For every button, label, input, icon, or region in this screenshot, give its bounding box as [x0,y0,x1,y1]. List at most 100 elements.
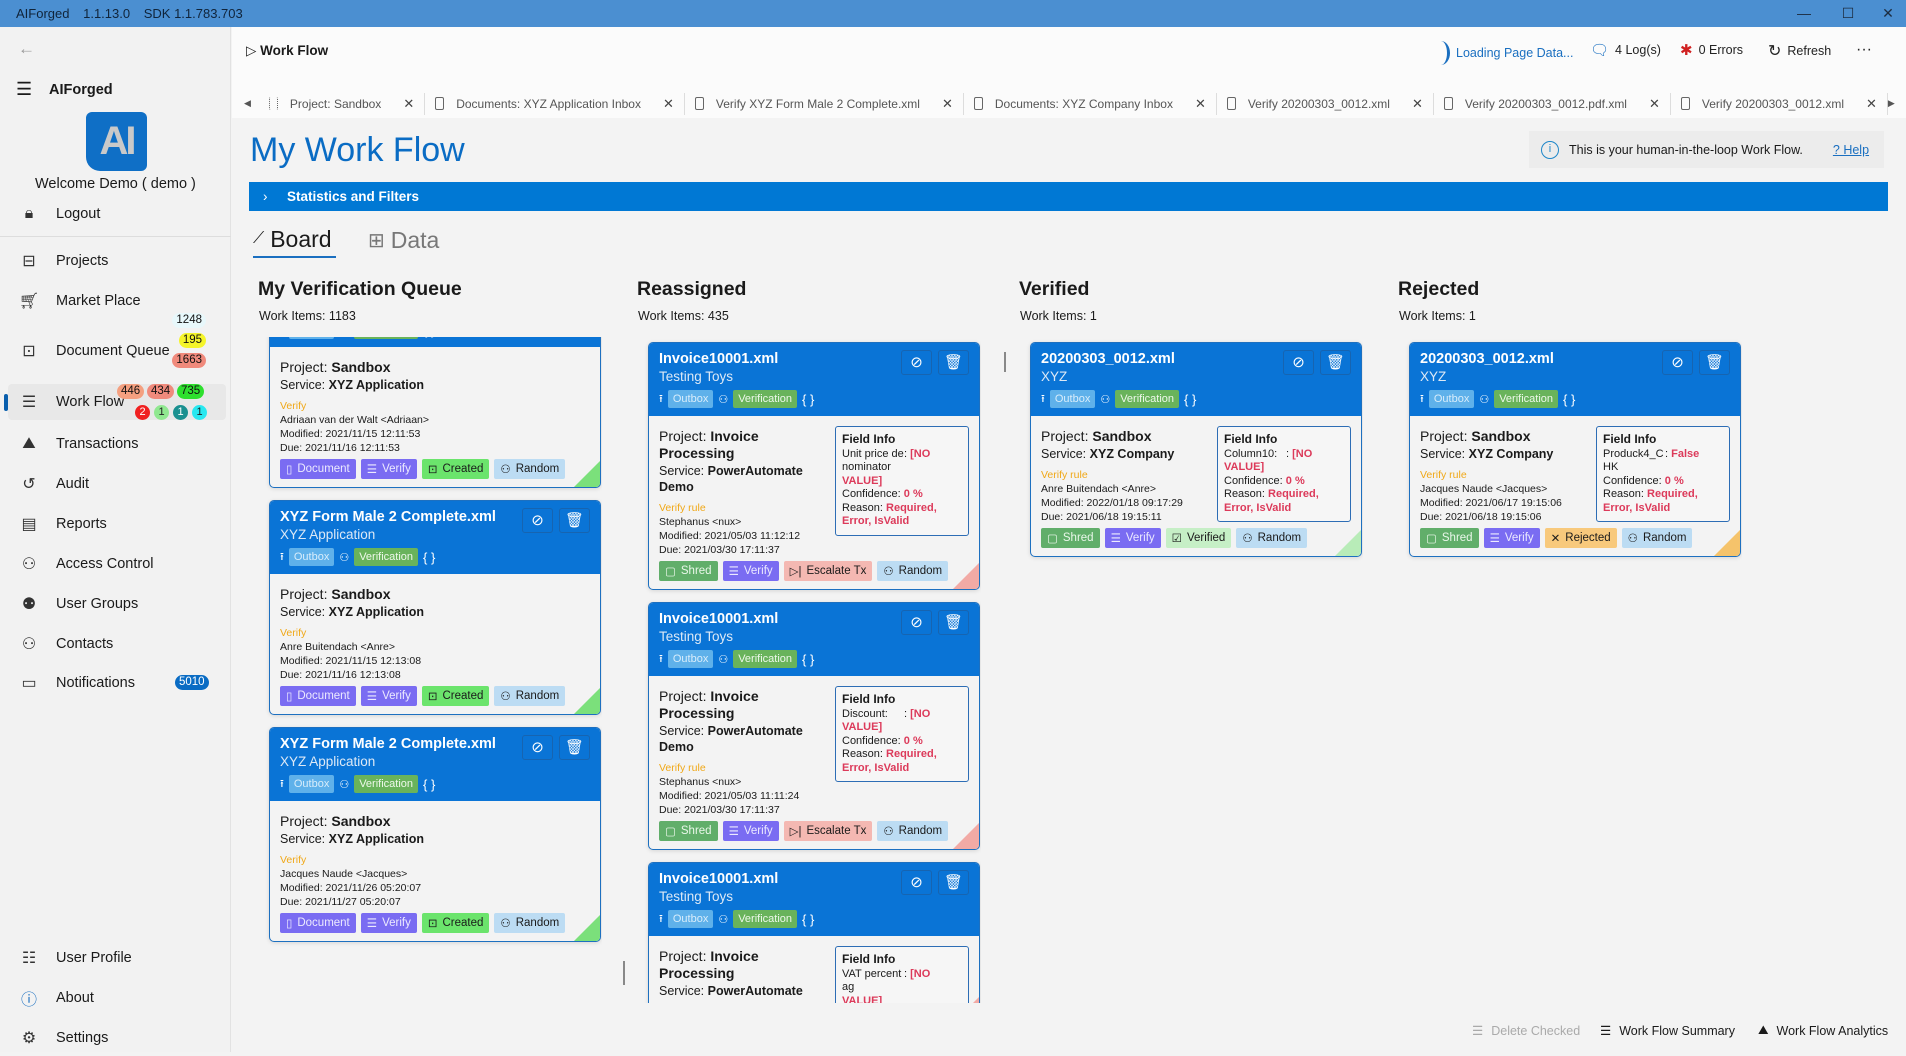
sidebar-item-user-groups[interactable]: ⚉ User Groups [8,586,226,622]
more-button[interactable]: ··· [1856,41,1872,58]
json-button[interactable]: { } [423,549,436,565]
upload-icon[interactable]: ⭱ [1420,392,1424,405]
delete-button[interactable]: 🗑︎ [938,870,969,895]
sidebar-item-user-profile[interactable]: ☷ User Profile [8,940,226,976]
close-icon[interactable]: ✕ [1882,5,1894,21]
errors-button[interactable]: ✱ 0 Errors [1680,42,1744,59]
outbox-chip[interactable]: Outbox [1428,390,1475,408]
stage-chip[interactable]: Verification [354,337,419,339]
shred-button[interactable]: ▢ Shred [659,561,718,581]
verify-button[interactable]: ☰ Verify [1483,528,1540,548]
delete-button[interactable]: 🗑︎ [938,610,969,635]
random-button[interactable]: ⚇ Random [877,561,949,581]
delete-button[interactable]: 🗑︎ [559,508,590,533]
maximize-icon[interactable]: ☐ [1841,5,1855,21]
hamburger-icon[interactable]: ☰ [16,79,33,99]
delete-checked-button[interactable]: ☰ Delete Checked [1472,1023,1581,1039]
tab-document[interactable]: Verify XYZ Form Male 2 Complete.xml ✕ [685,92,964,115]
tab-document[interactable]: Verify 20200303_0012.xml ✕ [1671,92,1888,115]
sidebar-item-market-place[interactable]: 🛒︎ Market Place [8,283,226,319]
random-button[interactable]: ⚇ Random [877,821,949,841]
outbox-chip[interactable]: Outbox [1049,390,1096,408]
outbox-chip[interactable]: Outbox [667,650,714,668]
json-button[interactable]: { } [802,651,815,667]
link-button[interactable]: ⊘ [522,735,553,760]
upload-icon[interactable]: ⭱ [280,337,284,340]
reassign-user-icon[interactable]: ⚇ [339,551,350,564]
reassign-user-icon[interactable]: ⚇ [339,778,350,791]
reassign-user-icon[interactable]: ⚇ [718,393,729,406]
close-tab-icon[interactable]: ✕ [1866,95,1877,111]
work-item-card[interactable]: 20200303_0012.xml XYZ ⭱ Outbox ⚇ Verification… [1409,342,1741,557]
tab-document[interactable]: Verify 20200303_0012.pdf.xml ✕ [1434,92,1671,115]
work-flow-analytics-button[interactable]: ⛰︎ Work Flow Analytics [1758,1023,1889,1038]
link-button[interactable]: ⊘ [901,610,932,635]
stage-chip[interactable]: Verification [733,650,798,668]
delete-button[interactable]: 🗑︎ [1320,350,1351,375]
link-button[interactable]: ⊘ [1662,350,1693,375]
work-item-card[interactable]: Invoice10001.xml Testing Toys ⭱ Outbox ⚇ Veri… [648,862,980,1003]
verified-button[interactable]: ☑ Verified [1165,528,1232,548]
verify-button[interactable]: ☰ Verify [360,686,417,706]
created-button[interactable]: ⊡ Created [421,913,490,933]
help-link[interactable]: ? Help [1832,142,1870,157]
verify-button[interactable]: ☰ Verify [360,459,417,479]
close-tab-icon[interactable]: ✕ [1648,95,1660,111]
random-button[interactable]: ⚇ Random [494,459,566,479]
work-item-card[interactable]: XYZ Form Male 2 Complete.xml XYZ Applicat… [269,727,601,942]
outbox-chip[interactable]: Outbox [667,910,714,928]
document-button[interactable]: ▯ Document [280,459,356,479]
close-tab-icon[interactable]: ✕ [1411,95,1423,111]
json-button[interactable]: { } [1184,391,1197,407]
escalate-tx-button[interactable]: ▷| Escalate Tx [783,821,873,841]
sidebar-item-reports[interactable]: ▤ Reports [8,506,226,542]
outbox-chip[interactable]: Outbox [288,775,335,793]
tab-board[interactable]: ⟋ Board [253,222,336,258]
statistics-filters-bar[interactable]: › Statistics and Filters [249,182,1888,211]
shred-button[interactable]: ▢ Shred [659,821,718,841]
stage-chip[interactable]: Verification [1494,390,1559,408]
sidebar-item-transactions[interactable]: ⛰︎ Transactions [8,426,226,462]
upload-icon[interactable]: ⭱ [659,652,663,665]
sidebar-item-audit[interactable]: ↺ Audit [8,466,226,502]
verify-button[interactable]: ☰ Verify [360,913,417,933]
column-scrollbar[interactable] [1004,352,1006,372]
stage-chip[interactable]: Verification [354,775,419,793]
card-title[interactable]: XYZ Form Male 2 Complete.xml [280,509,496,525]
shred-button[interactable]: ▢ Shred [1041,528,1100,548]
tabs-scroll-left-icon[interactable]: ◀ [244,98,251,108]
card-title[interactable]: Invoice10001.xml [659,351,779,367]
json-button[interactable]: { } [802,391,815,407]
close-tab-icon[interactable]: ✕ [1194,95,1206,111]
json-button[interactable]: { } [423,337,435,338]
reassign-user-icon[interactable]: ⚇ [1479,393,1490,406]
verify-button[interactable]: ☰ Verify [1104,528,1161,548]
created-button[interactable]: ⊡ Created [421,686,490,706]
tabs-scroll-right-icon[interactable]: ▶ [1887,98,1895,108]
tab-document[interactable]: Documents: XYZ Application Inbox ✕ [425,92,685,115]
reassign-user-icon[interactable]: ⚇ [1100,393,1111,406]
column-scrollbar[interactable] [623,961,625,985]
card-title[interactable]: 20200303_0012.xml [1041,351,1175,367]
outbox-chip[interactable]: Outbox [667,390,714,408]
document-button[interactable]: ▯ Document [280,913,356,933]
created-button[interactable]: ⊡ Created [421,459,490,479]
work-item-card[interactable]: Invoice10001.xml Testing Toys ⭱ Outbox ⚇ Veri… [648,602,980,850]
stage-chip[interactable]: Verification [1115,390,1180,408]
close-tab-icon[interactable]: ✕ [662,95,674,111]
outbox-chip[interactable]: Outbox [288,337,335,339]
shred-button[interactable]: ▢ Shred [1420,528,1479,548]
reassign-user-icon[interactable]: ⚇ [718,913,729,926]
random-button[interactable]: ⚇ Random [1621,528,1693,548]
work-flow-summary-button[interactable]: ☰ Work Flow Summary [1600,1023,1735,1039]
reassign-user-icon[interactable]: ⚇ [718,653,729,666]
sidebar-item-notifications[interactable]: ▭ Notifications [8,665,226,701]
refresh-button[interactable]: ↻ Refresh [1768,43,1832,60]
tab-data[interactable]: ⊞ Data [368,226,440,253]
delete-button[interactable]: 🗑︎ [559,735,590,760]
stage-chip[interactable]: Verification [733,910,798,928]
link-button[interactable]: ⊘ [901,350,932,375]
sidebar-item-about[interactable]: ⓘ About [8,980,226,1016]
tab-document[interactable]: Verify 20200303_0012.xml ✕ [1217,92,1434,115]
stage-chip[interactable]: Verification [733,390,798,408]
